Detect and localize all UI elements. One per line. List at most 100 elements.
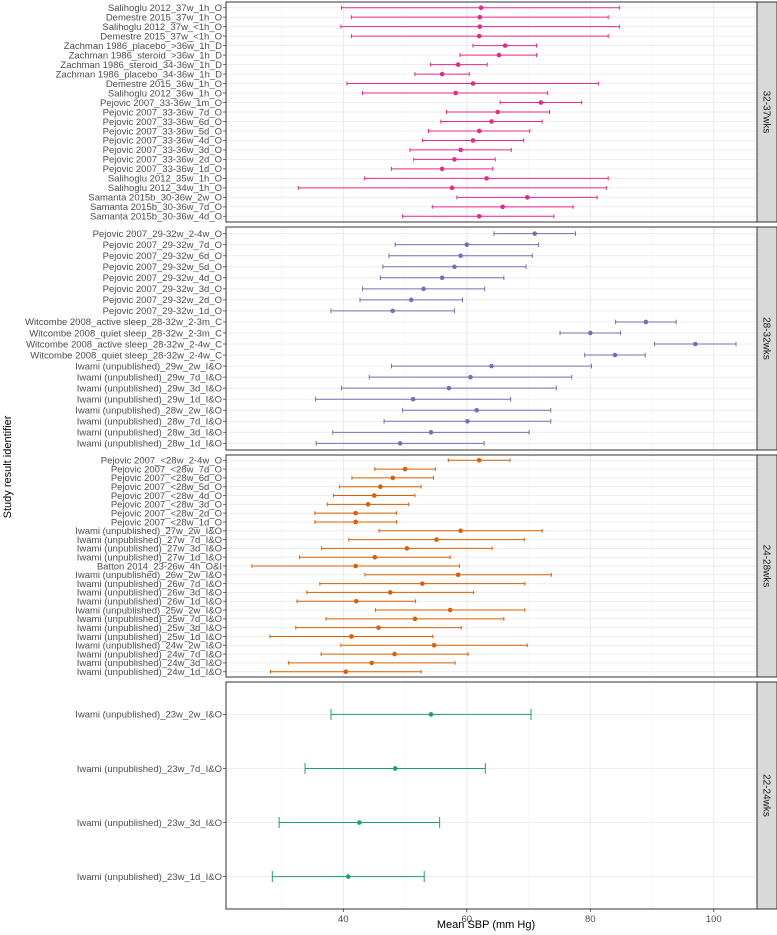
row-label: Iwami (unpublished)_24w_2w_I&O bbox=[75, 641, 222, 652]
row-label: Pejovic 2007_33-36w_5d_O bbox=[103, 126, 222, 137]
panel-32-37wks: Salihoglu 2012_37w_1h_O Demestre 2015_37w… bbox=[56, 1, 777, 223]
mean-point bbox=[587, 330, 593, 336]
mean-point bbox=[477, 24, 483, 29]
forest-row: Pejovic 2007_33-36w_5d_O bbox=[103, 126, 531, 137]
mean-point bbox=[404, 546, 410, 551]
forest-row: Pejovic 2007_29-32w_5d_O bbox=[103, 262, 527, 273]
mean-point bbox=[464, 242, 470, 247]
row-label: Iwami (unpublished)_23w_7d_I&O bbox=[77, 764, 222, 775]
forest-row: Pejovic 2007_29-32w_2d_O bbox=[103, 295, 463, 306]
row-label: Iwami (unpublished)_25w_7d_I&O bbox=[77, 614, 222, 625]
mean-point bbox=[500, 204, 505, 210]
row-label: Pejovic 2007_29-32w_4d_O bbox=[103, 273, 222, 284]
mean-point bbox=[387, 590, 393, 595]
row-label: Iwami (unpublished)_25w_3d_I&O bbox=[77, 623, 222, 634]
forest-row: Demestre 2015_37w_<1h_O bbox=[100, 31, 609, 42]
x-tick-label: 40 bbox=[338, 914, 349, 925]
row-label: Witcombe 2008_quiet sleep_28-32w_2-4w_C bbox=[30, 350, 222, 361]
row-label: Iwami (unpublished)_23w_2w_I&O bbox=[75, 710, 222, 721]
forest-row: Zachman 1986_placebo_>36w_1h_D bbox=[64, 41, 538, 52]
forest-row: Pejovic 2007_33-36w_6d_O bbox=[103, 117, 543, 128]
forest-row: Iwami (unpublished)_28w_7d_I&O bbox=[77, 417, 552, 428]
row-label: Zachman 1986_placebo_>36w_1h_D bbox=[64, 41, 222, 52]
mean-point bbox=[525, 195, 530, 200]
row-label: Pejovic 2007_29-32w_2-4w_O bbox=[93, 229, 222, 240]
row-label: Iwami (unpublished)_29w_3d_I&O bbox=[77, 383, 222, 394]
mean-point bbox=[439, 275, 445, 281]
mean-point bbox=[392, 766, 398, 771]
forest-row: Iwami (unpublished)_23w_1d_I&O bbox=[77, 871, 425, 883]
mean-point bbox=[369, 660, 375, 666]
forest-row: Iwami (unpublished)_25w_7d_I&O bbox=[77, 614, 505, 625]
forest-row: Pejovic 2007_33-36w_1m_O bbox=[100, 98, 583, 109]
mean-point bbox=[449, 185, 455, 191]
mean-point bbox=[458, 528, 463, 534]
row-label: Iwami (unpublished)_28w_3d_I&O bbox=[77, 428, 222, 439]
mean-point bbox=[390, 475, 396, 481]
row-label: Iwami (unpublished)_28w_2w_I&O bbox=[75, 406, 222, 417]
row-label: Pejovic 2007_<28w_4d_O bbox=[111, 491, 222, 502]
mean-point bbox=[353, 519, 358, 525]
row-label: Pejovic 2007_<28w_5d_O bbox=[111, 482, 222, 493]
forest-row: Pejovic 2007_<28w_7d_O bbox=[111, 464, 436, 475]
forest-row: Iwami (unpublished)_27w_1d_I&O bbox=[77, 552, 451, 563]
row-label: Pejovic 2007_33-36w_1m_O bbox=[100, 98, 222, 109]
forest-row: Iwami (unpublished)_28w_2w_I&O bbox=[75, 406, 552, 417]
row-label: Samanta 2015b_30-36w_2w_O bbox=[88, 193, 222, 204]
mean-point bbox=[452, 264, 457, 270]
mean-point bbox=[349, 634, 354, 639]
forest-row: Pejovic 2007_<28w_1d_O bbox=[111, 517, 397, 528]
forest-row: Iwami (unpublished)_29w_2w_I&O bbox=[75, 361, 593, 372]
row-label: Iwami (unpublished)_29w_1d_I&O bbox=[77, 395, 222, 406]
mean-point bbox=[468, 374, 473, 380]
forest-row: Zachman 1986_placebo_34-36w_1h_D bbox=[56, 69, 470, 80]
row-label: Pejovic 2007_<28w_6d_O bbox=[111, 473, 222, 484]
mean-point bbox=[353, 598, 359, 604]
row-label: Salihoglu 2012_36w_1h_O bbox=[108, 88, 222, 99]
forest-row: Pejovic 2007_29-32w_1d_O bbox=[103, 306, 455, 317]
mean-point bbox=[402, 466, 408, 472]
forest-row: Zachman 1986_steroid_>36w_1h_D bbox=[69, 50, 538, 61]
mean-point bbox=[365, 502, 371, 507]
row-label: Iwami (unpublished)_23w_1d_I&O bbox=[77, 872, 222, 883]
mean-point bbox=[458, 253, 463, 259]
forest-row: Iwami (unpublished)_24w_7d_I&O bbox=[77, 649, 469, 660]
mean-point bbox=[447, 607, 453, 613]
mean-point bbox=[476, 33, 482, 39]
mean-point bbox=[478, 5, 484, 10]
row-label: Iwami (unpublished)_23w_3d_I&O bbox=[77, 818, 222, 829]
forest-row: Witcombe 2008_quiet sleep_28-32w_2-3m_C bbox=[29, 328, 622, 339]
facet-strip bbox=[756, 681, 777, 910]
row-label: Iwami (unpublished)_26w_7d_I&O bbox=[77, 579, 222, 590]
mean-point bbox=[489, 119, 494, 124]
facet-strip-label: 24-28wks bbox=[761, 545, 772, 588]
panel-22-24wks: Iwami (unpublished)_23w_2w_I&O Iwami (unp… bbox=[75, 681, 777, 910]
row-label: Iwami (unpublished)_27w_3d_I&O bbox=[77, 544, 222, 555]
row-label: Pejovic 2007_33-36w_7d_O bbox=[103, 107, 222, 118]
row-label: Salihoglu 2012_34w_1h_O bbox=[108, 183, 222, 194]
row-label: Demestre 2015_36w_1h_O bbox=[106, 79, 222, 90]
mean-point bbox=[434, 537, 439, 542]
row-label: Pejovic 2007_29-32w_2d_O bbox=[103, 295, 222, 306]
row-label: Batton 2014_23-26w_4h_O&I bbox=[97, 561, 222, 572]
forest-row: Pejovic 2007_33-36w_7d_O bbox=[103, 107, 551, 118]
x-tick-label: 100 bbox=[706, 914, 722, 925]
forest-row: Pejovic 2007_29-32w_7d_O bbox=[103, 240, 539, 251]
mean-point bbox=[428, 430, 434, 435]
row-label: Witcombe 2008_quiet sleep_28-32w_2-3m_C bbox=[29, 328, 222, 339]
panels-layer: Salihoglu 2012_37w_1h_O Demestre 2015_37w… bbox=[25, 1, 777, 910]
mean-point bbox=[408, 297, 414, 303]
facet-strip-label: 32-37wks bbox=[761, 91, 772, 134]
row-label: Pejovic 2007_33-36w_2d_O bbox=[103, 155, 222, 166]
mean-point bbox=[477, 14, 483, 20]
mean-point bbox=[412, 616, 418, 622]
forest-row: Salihoglu 2012_35w_1h_O bbox=[108, 174, 609, 185]
forest-row: Salihoglu 2012_37w_1h_O bbox=[108, 3, 620, 14]
row-label: Salihoglu 2012_37w_<1h_O bbox=[102, 22, 222, 33]
facet-strip-label: 28-32wks bbox=[761, 317, 772, 360]
forest-row: Iwami (unpublished)_23w_7d_I&O bbox=[77, 762, 486, 775]
forest-row: Pejovic 2007_29-32w_4d_O bbox=[103, 273, 505, 284]
row-label: Pejovic 2007_29-32w_5d_O bbox=[103, 262, 222, 273]
mean-point bbox=[496, 52, 502, 58]
mean-point bbox=[465, 418, 470, 424]
